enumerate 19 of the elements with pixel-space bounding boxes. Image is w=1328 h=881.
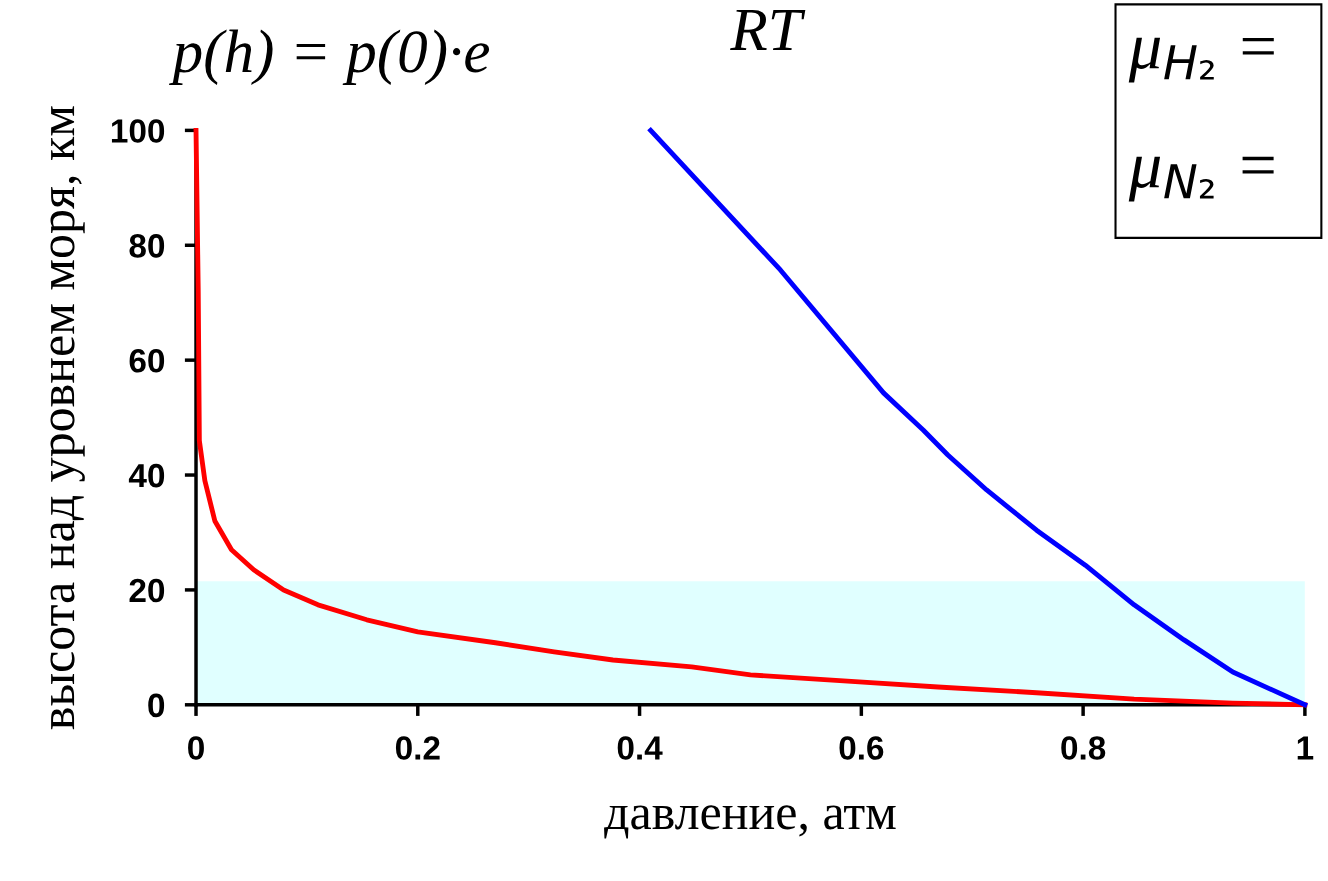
text: p(h) = p(0)·e bbox=[169, 29, 490, 85]
y-tick-label: 60 bbox=[129, 348, 165, 373]
x-axis-title: давление, атм bbox=[604, 805, 896, 839]
y-tick-label: 0 bbox=[148, 693, 165, 718]
y-tick-label: 40 bbox=[128, 463, 165, 488]
x-tick-label: 0.4 bbox=[617, 736, 663, 760]
text: μ$_{H₂}$ = bbox=[1128, 37, 1274, 83]
text: RT bbox=[730, 9, 806, 50]
x-tick-label: 0 bbox=[188, 736, 204, 760]
y-tick-label: 100 bbox=[111, 119, 165, 143]
annotation: μ$_{N₂}$ = bbox=[1128, 156, 1274, 202]
line-series bbox=[648, 127, 1308, 708]
x-tick-label: 0.8 bbox=[1061, 736, 1106, 760]
y-axis-title: высота над уровнем моря, км bbox=[50, 106, 85, 730]
x-tick-label: 1 bbox=[1297, 736, 1314, 760]
y-tick-label: 20 bbox=[129, 578, 165, 603]
x-tick-label: 0.2 bbox=[395, 736, 440, 760]
y-tick-label: 80 bbox=[129, 234, 165, 258]
x-tick-label: 0.6 bbox=[839, 736, 884, 760]
